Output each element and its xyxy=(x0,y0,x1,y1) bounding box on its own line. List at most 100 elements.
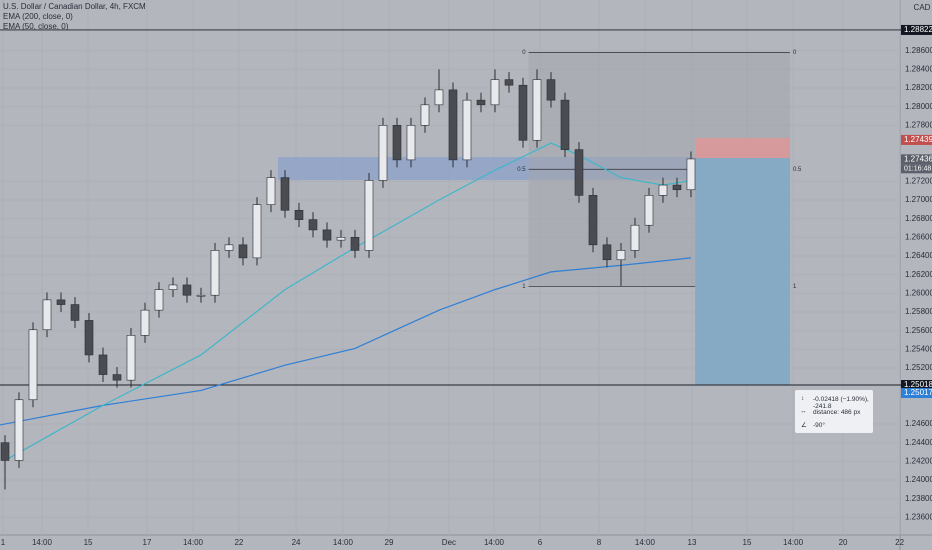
candle-body xyxy=(504,79,514,86)
candle-body xyxy=(140,309,150,336)
y-tick-label: 1.28600 xyxy=(905,46,932,55)
y-tick-label: 1.25600 xyxy=(905,326,932,335)
icon: ∠ xyxy=(801,422,807,429)
candle-body xyxy=(644,195,654,226)
candle-body xyxy=(168,284,178,290)
measure-text: -90° xyxy=(813,422,825,429)
candle-body xyxy=(14,399,24,461)
x-tick-label: 17 xyxy=(143,538,152,547)
candle-body xyxy=(686,158,696,191)
candle-body xyxy=(98,354,108,375)
stop-area xyxy=(695,137,790,159)
y-tick-label: 1.24000 xyxy=(905,475,932,484)
candle-body xyxy=(490,79,500,106)
price-label: 1.27439 xyxy=(904,135,932,144)
candle-body xyxy=(588,195,598,246)
candle-body xyxy=(56,299,66,305)
y-tick-label: 1.28000 xyxy=(905,102,932,111)
candle-body xyxy=(224,244,234,251)
x-tick-label: Dec xyxy=(442,538,456,547)
price-label-box xyxy=(901,134,932,145)
candle-body xyxy=(630,224,640,251)
x-tick-label: 14:00 xyxy=(32,538,53,547)
candle-body xyxy=(546,79,556,101)
y-tick-label: 1.26000 xyxy=(905,288,932,297)
y-tick-label: 1.23800 xyxy=(905,494,932,503)
fib-label: 0 xyxy=(522,50,526,56)
y-tick-label: 1.26800 xyxy=(905,214,932,223)
price-label-box xyxy=(901,380,932,391)
candle-body xyxy=(574,149,584,196)
measure-tooltip: -0.02418 (−1.90%), -241.8 distance: 486 … xyxy=(795,390,873,433)
y-tick-label: 1.24400 xyxy=(905,438,932,447)
candle-body xyxy=(518,84,528,141)
candle-body xyxy=(252,204,262,259)
y-tick-label: 1.24200 xyxy=(905,456,932,465)
candle-body xyxy=(266,177,276,205)
candle-body xyxy=(378,125,388,181)
candle-body xyxy=(196,294,206,297)
x-tick-label: 29 xyxy=(385,538,394,547)
y-tick-label: 1.26200 xyxy=(905,270,932,279)
y-tick-label: 1.27200 xyxy=(905,176,932,185)
candle-body xyxy=(350,237,360,251)
candle-body xyxy=(476,99,486,106)
candle-body xyxy=(560,99,570,150)
candle-body xyxy=(336,237,346,241)
fib-label: 0 xyxy=(793,50,797,56)
candle-body xyxy=(84,320,94,356)
price-label: 1.28822 xyxy=(904,25,932,34)
candle-body xyxy=(658,184,668,196)
candle-body xyxy=(672,184,682,191)
ema-line xyxy=(4,142,692,461)
x-tick-label: 22 xyxy=(895,538,904,547)
x-tick-label: 14:00 xyxy=(484,538,505,547)
candle-body xyxy=(616,250,626,261)
price-label-box xyxy=(901,24,932,35)
ema-line xyxy=(0,257,692,426)
y-tick-label: 1.26600 xyxy=(905,232,932,241)
candle-body xyxy=(210,250,220,296)
legend-entry: EMA (200, close, 0) xyxy=(3,12,73,21)
candle-body xyxy=(364,180,374,251)
measure-text: distance: 486 px xyxy=(813,409,861,416)
target-area xyxy=(695,158,790,386)
y-tick-label: 1.28200 xyxy=(905,83,932,92)
candle-body xyxy=(280,177,290,211)
x-tick-label: 13 xyxy=(688,538,697,547)
x-tick-label: 15 xyxy=(743,538,752,547)
candle-body xyxy=(112,374,122,381)
candle-body xyxy=(322,229,332,241)
candle-body xyxy=(182,284,192,296)
x-tick-label: 6 xyxy=(538,538,543,547)
candle-body xyxy=(406,125,416,161)
price-label: 1.27436 xyxy=(904,154,932,163)
y-tick-label: 1.23600 xyxy=(905,512,932,521)
y-tick-label: 1.27000 xyxy=(905,195,932,204)
candle-body xyxy=(0,442,10,461)
candle-body xyxy=(434,89,444,106)
candle-body xyxy=(308,219,318,231)
candle-body xyxy=(532,79,542,141)
candle-body xyxy=(294,209,304,220)
candle-body xyxy=(420,104,430,126)
x-tick-label: 14:00 xyxy=(783,538,804,547)
x-tick-label: 1 xyxy=(1,538,6,547)
measure-text: -0.02418 (−1.90%), -241.8 xyxy=(813,396,869,410)
candle-body xyxy=(42,299,52,331)
x-tick-label: 24 xyxy=(292,538,301,547)
y-tick-label: 1.27800 xyxy=(905,120,932,129)
countdown-box xyxy=(901,164,932,174)
y-tick-label: 1.24600 xyxy=(905,419,932,428)
price-label: 1.25017 xyxy=(904,388,932,397)
candle-body xyxy=(392,125,402,161)
plot: 0 0 0.5 0.5 1 1 xyxy=(0,29,932,490)
candle-body xyxy=(126,335,136,381)
candle-body xyxy=(28,329,38,401)
x-tick-label: 14:00 xyxy=(183,538,204,547)
fib-label: 1 xyxy=(522,284,526,290)
price-label: 1.25018 xyxy=(904,380,932,389)
candle-body xyxy=(154,289,164,311)
fib-label: 0.5 xyxy=(517,167,526,173)
